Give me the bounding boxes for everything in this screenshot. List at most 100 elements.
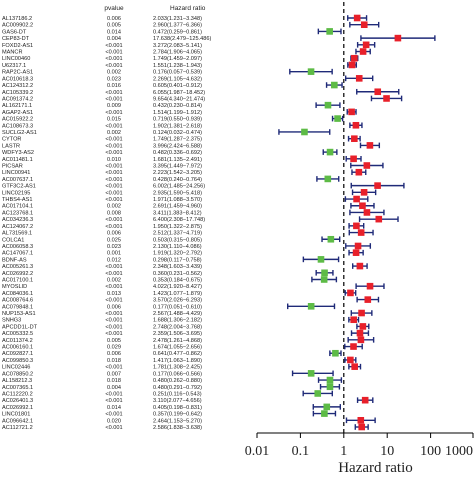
hazard-ratio-cell: 2.784(1.906−4.065): [153, 50, 202, 56]
gene-name: APCDD1L-DT: [2, 324, 38, 330]
gene-name: AC124067.2: [2, 224, 33, 230]
hazard-ratio-cell: 0.480(0.262−0.880): [153, 378, 202, 384]
hr-marker: [307, 303, 315, 310]
hazard-ratio-cell: 6.055(1.987−18.452): [153, 90, 205, 96]
hr-marker: [324, 101, 332, 109]
pvalue-cell: 0.020: [107, 418, 121, 424]
gene-name: AC006160.1: [2, 345, 33, 351]
gene-name: AC099850.3: [2, 358, 33, 364]
hazard-ratio-cell: 0.177(0.051−0.610): [153, 304, 202, 310]
gene-name: AC124312.2: [2, 83, 33, 89]
pvalue-cell: <0.001: [105, 224, 122, 230]
pvalue-cell: <0.001: [105, 43, 122, 49]
hr-marker: [383, 95, 390, 102]
pvalue-cell: <0.001: [105, 63, 122, 69]
pvalue-cell: <0.001: [105, 56, 122, 62]
pvalue-cell: 0.010: [107, 157, 121, 163]
x-tick-label: 1: [340, 444, 347, 459]
hazard-ratio-cell: 1.514(1.199−1.912): [153, 110, 202, 116]
hazard-ratio-cell: 0.360(0.231−0.562): [153, 271, 202, 277]
gene-name: AC112220.2: [2, 391, 33, 397]
hazard-ratio-cell: 0.605(0.401−0.912): [153, 83, 202, 89]
gene-name: AC011481.1: [2, 157, 33, 163]
hr-marker: [326, 148, 334, 156]
gene-name: MYOSLID: [2, 284, 27, 290]
hr-marker: [360, 189, 368, 196]
hazard-ratio-cell: 0.428(0.240−0.764): [153, 177, 202, 183]
hr-marker: [361, 396, 369, 404]
pvalue-cell: <0.001: [105, 197, 122, 203]
pvalue-cell: 0.008: [107, 210, 121, 216]
hr-marker: [363, 162, 371, 169]
gene-name: LINC02446: [2, 365, 30, 371]
gene-name: AC010618.3: [2, 76, 33, 82]
gene-name: COLCA1: [2, 237, 24, 243]
hazard-ratio-cell: 0.472(0.259−0.861): [153, 29, 202, 35]
pvalue-cell: 0.015: [107, 117, 121, 123]
gene-name: U62317.1: [2, 63, 26, 69]
hr-marker: [326, 376, 334, 384]
hazard-ratio-cell: 3.570(2.026−6.293): [153, 298, 202, 304]
hazard-ratio-cell: 0.124(0.032−0.474): [153, 130, 202, 136]
pvalue-cell: 0.005: [107, 338, 121, 344]
pvalue-cell: <0.001: [105, 164, 122, 170]
hr-marker: [359, 323, 367, 330]
gene-name: CEP83-DT: [2, 36, 30, 42]
gene-name: AC009902.2: [2, 23, 33, 29]
pvalue-cell: 0.006: [107, 351, 121, 357]
hr-marker: [307, 370, 315, 377]
hr-marker: [326, 28, 333, 35]
pvalue-cell: <0.001: [105, 123, 122, 129]
pvalue-cell: <0.001: [105, 365, 122, 371]
hr-marker: [351, 135, 358, 142]
hazard-ratio-cell: 0.298(0.117−0.758): [153, 257, 202, 263]
pvalue-cell: <0.001: [105, 318, 122, 324]
pvalue-cell: <0.001: [105, 412, 122, 418]
gene-name: AC147067.1: [2, 251, 33, 257]
hr-marker: [350, 343, 357, 350]
hr-marker: [327, 235, 335, 243]
hazard-ratio-cell: 0.482(0.336−0.692): [153, 150, 202, 156]
x-tick-label: 0.01: [245, 444, 270, 459]
hr-marker: [366, 142, 374, 149]
hr-marker: [348, 61, 356, 69]
pvalue-cell: 0.014: [107, 405, 121, 411]
gene-name: AL162171.1: [2, 103, 32, 109]
hazard-ratio-cell: 1.417(1.063−1.890): [153, 358, 202, 364]
pvalue-cell: 0.002: [107, 204, 121, 210]
gene-name: GAS6-DT: [2, 29, 27, 35]
hr-marker: [364, 296, 372, 303]
hr-marker: [321, 269, 328, 277]
gene-name: AC123768.1: [2, 210, 33, 216]
gene-name: AC011374.2: [2, 338, 33, 344]
gene-name: AC008764.6: [2, 298, 33, 304]
pvalue-cell: 0.018: [107, 358, 121, 364]
hazard-ratio-cell: 2.348(1.603−3.439): [153, 264, 202, 270]
hr-marker: [347, 356, 354, 364]
hazard-ratio-cell: 0.177(0.066−0.566): [153, 371, 202, 377]
gene-name: PICSAR: [2, 164, 23, 170]
gene-name: LASTR: [2, 143, 20, 149]
gene-name: WDFY3-AS2: [2, 150, 34, 156]
gene-name: AC026992.1: [2, 405, 33, 411]
gene-name: AC112721.2: [2, 425, 33, 431]
gene-name: AL158212.3: [2, 378, 32, 384]
hazard-ratio-cell: 0.357(0.199−0.642): [153, 412, 202, 418]
hr-marker: [355, 168, 363, 176]
pvalue-cell: <0.001: [105, 324, 122, 330]
gene-name: AC017104.1: [2, 204, 33, 210]
pvalue-cell: <0.001: [105, 331, 122, 337]
forest-plot-panel: 0.01 0.1 1 10 100 1000 Hazard ratio: [245, 2, 474, 476]
gene-name: AC105339.2: [2, 90, 33, 96]
gene-name: AC078850.2: [2, 371, 33, 377]
hr-marker: [356, 262, 364, 270]
hazard-ratio-cell: 17.638(2.479−125.486): [153, 36, 211, 42]
hazard-ratio-cell: 0.719(0.550−0.939): [153, 117, 202, 123]
hazard-ratio-cell: 1.950(1.322−2.875): [153, 224, 202, 230]
hazard-ratio-cell: 1.919(1.320−2.792): [153, 251, 202, 257]
hazard-ratio-cell: 2.130(1.110−4.086): [153, 244, 202, 250]
hr-marker: [374, 88, 382, 96]
gene-name: AC084036.1: [2, 291, 33, 297]
gene-name: AC079848.1: [2, 304, 33, 310]
